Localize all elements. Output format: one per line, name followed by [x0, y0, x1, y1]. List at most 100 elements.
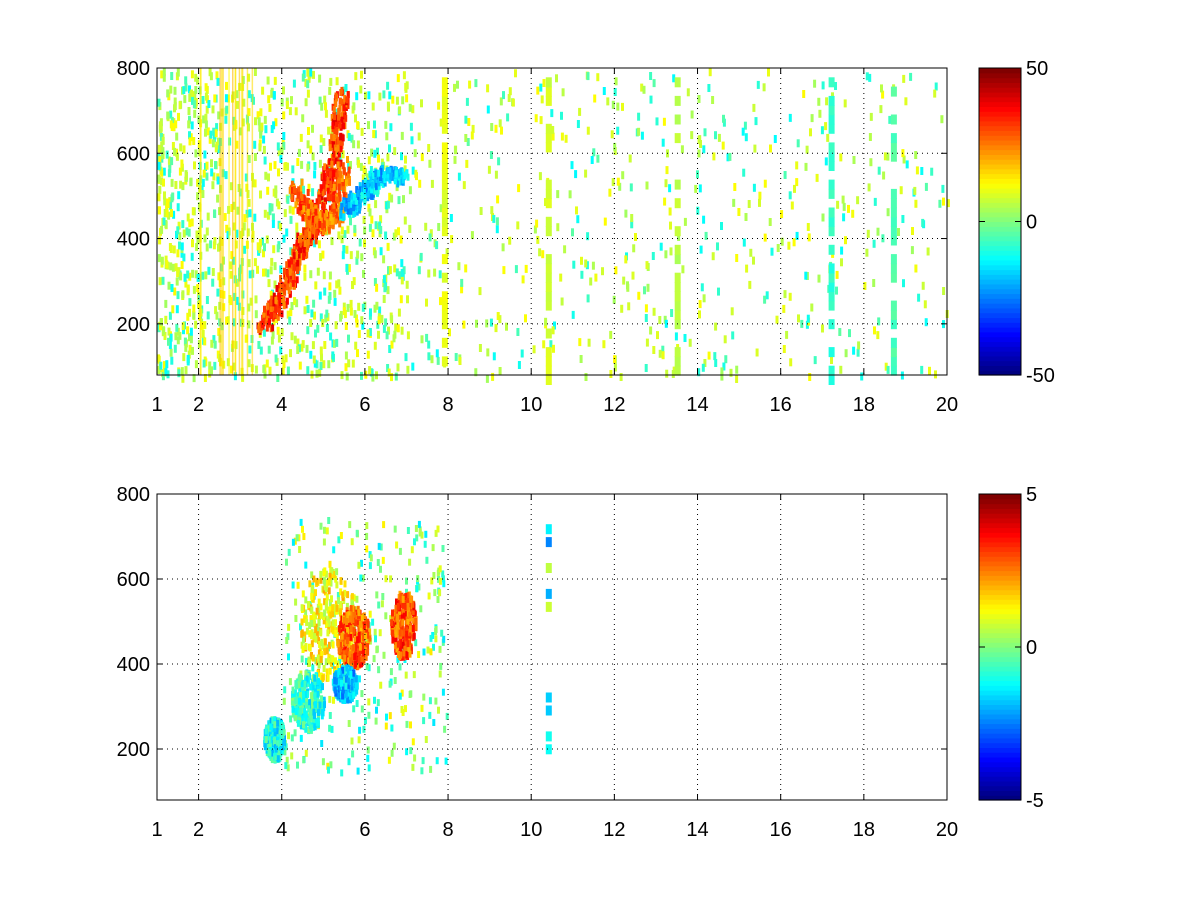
- heat-cell: [285, 558, 288, 566]
- heat-cell: [293, 537, 297, 545]
- heat-cell: [460, 285, 464, 294]
- heat-cell: [175, 148, 179, 157]
- heat-cell: [501, 243, 505, 252]
- x-tick-label: 16: [770, 819, 792, 841]
- heat-ridge-cell: [340, 203, 344, 210]
- heat-cell: [342, 245, 346, 253]
- colorbar-segment: [979, 556, 1021, 562]
- heat-cell: [337, 279, 341, 288]
- heat-cell: [756, 80, 760, 89]
- heat-cell: [830, 356, 833, 364]
- heat-cell: [420, 531, 424, 539]
- heat-stripe-cell: [545, 216, 552, 227]
- heat-ridge-cell: [315, 221, 319, 229]
- heat-cell: [322, 360, 326, 369]
- heat-cell: [328, 560, 332, 568]
- heat-cluster-cell: [273, 724, 277, 732]
- heat-cell: [187, 120, 191, 129]
- heat-cell: [744, 133, 748, 142]
- heat-stripe-cell: [828, 114, 835, 125]
- heat-stripe-cell: [674, 300, 681, 311]
- heat-cluster-cell: [326, 674, 330, 682]
- heat-ridge-cell: [329, 180, 333, 188]
- heat-cell: [181, 182, 185, 191]
- heat-cell: [213, 94, 217, 103]
- heat-cell: [839, 365, 843, 374]
- heat-cell: [319, 522, 323, 530]
- heat-cluster-cell: [351, 669, 355, 677]
- heat-cell: [355, 256, 359, 265]
- heat-cell: [434, 635, 438, 643]
- heat-cell: [817, 97, 821, 106]
- heat-cell: [361, 303, 365, 312]
- heat-cluster-cell: [294, 714, 298, 722]
- heat-cell: [369, 166, 373, 174]
- heat-cell: [217, 327, 221, 336]
- heat-ridge-cell: [284, 301, 288, 309]
- heat-ridge-cell: [347, 166, 351, 174]
- heat-cell: [674, 332, 678, 341]
- heat-cell: [702, 294, 706, 303]
- heat-cell: [311, 124, 314, 133]
- heat-cluster-cell: [336, 692, 340, 700]
- heat-cell: [176, 249, 180, 258]
- heat-cell: [571, 228, 574, 237]
- heat-ridge-cell: [336, 144, 340, 152]
- heat-stripe-cell: [441, 309, 448, 320]
- heat-cell: [464, 115, 468, 124]
- heat-cluster-cell: [281, 722, 285, 730]
- heat-cell: [498, 119, 502, 128]
- heat-cell: [253, 140, 257, 149]
- heat-cell: [291, 206, 295, 215]
- heat-cluster-cell: [404, 593, 408, 600]
- heat-cell: [303, 306, 307, 315]
- heat-cell: [924, 318, 928, 327]
- heat-ridge-cell: [342, 104, 346, 112]
- heat-cell: [162, 73, 166, 82]
- heat-cell: [428, 159, 432, 168]
- heat-cell: [201, 178, 205, 187]
- heat-cell: [872, 239, 876, 248]
- heat-cell: [194, 270, 198, 279]
- heat-ridge-cell: [303, 200, 307, 208]
- heat-cell: [400, 276, 404, 285]
- heat-cell: [172, 245, 176, 254]
- heat-cell: [366, 754, 370, 762]
- heat-cell: [818, 109, 822, 118]
- heat-ridge-cell: [403, 172, 407, 180]
- heat-cell: [559, 273, 563, 282]
- heat-cell: [225, 316, 229, 325]
- heat-ridge-cell: [286, 283, 290, 291]
- heat-cluster-cell: [309, 615, 313, 623]
- heat-cell: [532, 345, 536, 354]
- heat-stripe-cell: [441, 161, 448, 171]
- heat-cell: [902, 279, 905, 288]
- colorbar-segment: [979, 666, 1021, 672]
- heat-cell: [232, 362, 236, 371]
- heat-cell: [821, 324, 824, 333]
- heat-cell: [301, 525, 304, 533]
- heat-cell: [371, 373, 375, 382]
- heat-cell: [280, 290, 284, 299]
- heat-line: [200, 68, 202, 375]
- heat-cell: [841, 195, 845, 204]
- heat-cell: [324, 314, 328, 323]
- heat-cell: [209, 240, 213, 249]
- colorbar-segment: [979, 613, 1021, 619]
- heat-cell: [329, 332, 333, 341]
- heat-cell: [232, 201, 236, 210]
- heat-ridge-cell: [330, 114, 334, 121]
- heat-ridge-cell: [329, 194, 333, 202]
- colorbar-segment: [979, 231, 1021, 237]
- colorbar-segment: [979, 623, 1021, 629]
- heat-cluster-cell: [264, 736, 268, 744]
- colorbar-segment: [979, 642, 1021, 648]
- heat-cell: [663, 197, 667, 206]
- heat-cell: [868, 73, 872, 82]
- colorbar-segment: [979, 173, 1021, 179]
- heat-cell: [285, 228, 289, 237]
- heat-cell: [914, 151, 918, 159]
- colorbar-segment: [979, 211, 1021, 218]
